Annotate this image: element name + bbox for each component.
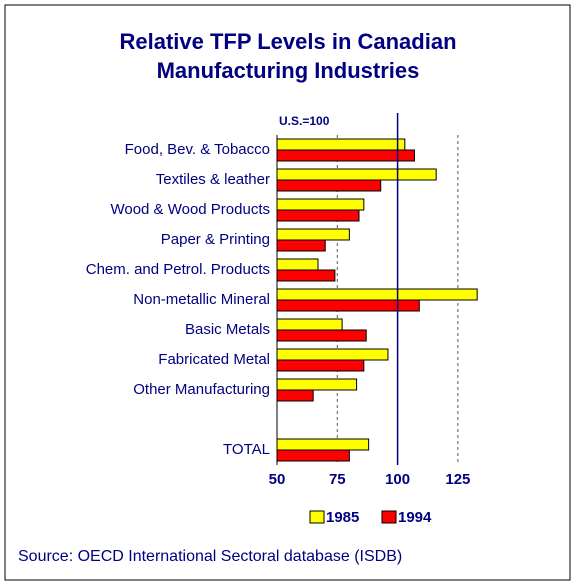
legend-label: 1985: [326, 509, 359, 526]
y-tick-label: Non-metallic Mineral: [133, 291, 270, 308]
y-tick-label: Basic Metals: [185, 321, 270, 338]
bar: [276, 389, 314, 402]
source-note: Source: OECD International Sectoral data…: [18, 548, 402, 565]
x-tick-label: 125: [445, 471, 470, 488]
bar: [276, 149, 415, 162]
bar: [276, 378, 358, 391]
bar: [276, 198, 365, 211]
x-tick-label: 75: [329, 471, 346, 488]
bar: [276, 359, 365, 372]
y-tick-label: Chem. and Petrol. Products: [86, 261, 270, 278]
bar: [276, 138, 406, 151]
reference-label: U.S.=100: [279, 114, 330, 128]
bar: [276, 209, 360, 222]
bar: [276, 269, 336, 282]
legend-label: 1994: [398, 509, 432, 526]
y-tick-label: Paper & Printing: [161, 231, 270, 248]
bar: [276, 288, 478, 301]
bar: [276, 438, 370, 451]
bar: [276, 329, 367, 342]
x-tick-label: 100: [385, 471, 410, 488]
bar: [276, 318, 343, 331]
bar: [276, 449, 350, 462]
chart-title: Relative TFP Levels in Canadian: [119, 29, 456, 54]
bar: [276, 228, 350, 241]
chart-title: Manufacturing Industries: [157, 58, 420, 83]
y-tick-label: Fabricated Metal: [158, 351, 270, 368]
bar: [276, 179, 382, 192]
bar: [276, 168, 437, 181]
y-tick-label: TOTAL: [223, 441, 270, 458]
bar: [276, 258, 319, 271]
legend-swatch: [381, 510, 397, 524]
y-tick-label: Other Manufacturing: [133, 381, 270, 398]
y-tick-label: Wood & Wood Products: [110, 201, 270, 218]
x-tick-label: 50: [269, 471, 286, 488]
y-tick-label: Food, Bev. & Tobacco: [125, 141, 270, 158]
legend-swatch: [309, 510, 325, 524]
bar: [276, 239, 326, 252]
bar: [276, 348, 389, 361]
y-tick-label: Textiles & leather: [156, 171, 270, 188]
